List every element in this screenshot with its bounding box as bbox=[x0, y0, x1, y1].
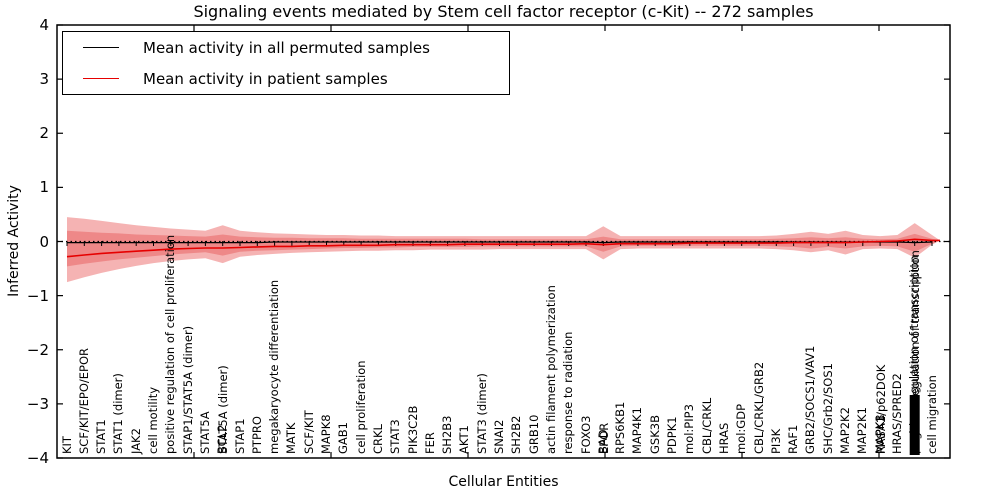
x-tick-label: SCF/KIT bbox=[301, 410, 316, 454]
x-tick-label: SCF/KIT/EPO/EPOR bbox=[76, 347, 91, 454]
x-tick-label: CRKL bbox=[370, 424, 385, 454]
x-tick-label: JAK2 bbox=[128, 428, 143, 454]
legend: Mean activity in all permuted samples Me… bbox=[62, 31, 510, 95]
x-tick-label: STAT1 bbox=[94, 419, 109, 454]
series-line-patient bbox=[66, 238, 940, 258]
x-tick-label: STAT3 (dimer) bbox=[474, 373, 489, 454]
x-tick-label: PIK3C2B bbox=[405, 405, 420, 454]
legend-line-sample-black bbox=[83, 47, 119, 48]
x-tick-label: SH2B3 bbox=[440, 415, 455, 454]
x-tick-label: AKT1 bbox=[457, 425, 472, 454]
x-tick-label: mol:PIP3 bbox=[682, 404, 697, 454]
y-tick-label: 1 bbox=[39, 178, 49, 197]
x-tick-label: cell migration bbox=[924, 375, 939, 454]
x-tick-label: KIT bbox=[59, 436, 74, 454]
x-tick-label: response to radiation bbox=[561, 331, 576, 454]
x-tick-label: PI3K bbox=[768, 428, 783, 454]
y-tick-label: −1 bbox=[26, 286, 49, 305]
x-tick-label: STAP1 bbox=[232, 418, 247, 454]
x-tick-label: SNAI2 bbox=[492, 419, 506, 454]
x-tick-label: megakaryocyte differentiation bbox=[267, 279, 282, 454]
overlapping-labels-blob bbox=[909, 395, 920, 455]
x-tick-label: MAP4K1 bbox=[630, 407, 645, 454]
x-tick-label: FER bbox=[422, 432, 437, 454]
x-tick-label: STAT1 (dimer) bbox=[111, 373, 126, 454]
x-tick-label: GAB1 bbox=[336, 422, 351, 454]
x-axis-label: Cellular Entities bbox=[448, 474, 559, 490]
chart-title: Signaling events mediated by Stem cell f… bbox=[193, 2, 814, 21]
x-tick-label: negative regulation of transcription bbox=[908, 250, 923, 454]
x-tick-label: STAT3 bbox=[388, 419, 403, 454]
x-tick-label: RAF1 bbox=[786, 424, 801, 454]
y-tick-label: 4 bbox=[39, 16, 49, 34]
legend-item-patient: Mean activity in patient samples bbox=[63, 63, 509, 94]
band-inner bbox=[67, 230, 940, 267]
x-tick-label: EPOR bbox=[596, 422, 611, 454]
x-tick-label: actin filament polymerization bbox=[543, 285, 558, 454]
x-tick-label: PTPRO bbox=[249, 416, 264, 454]
x-tick-label: MATK bbox=[284, 422, 299, 454]
y-tick-label: −4 bbox=[26, 449, 49, 467]
legend-label: Mean activity in patient samples bbox=[143, 69, 388, 88]
x-tick-label: MAP2K2 bbox=[838, 407, 852, 454]
y-tick-label: 2 bbox=[39, 124, 49, 143]
x-tick-label: MAPK8 bbox=[319, 414, 333, 454]
x-tick-label: FOXO3 bbox=[578, 415, 593, 454]
x-tick-label: GRB2/SOCS1/VAV1 bbox=[803, 345, 818, 454]
legend-item-permuted: Mean activity in all permuted samples bbox=[63, 32, 509, 63]
x-tick-label: GSK3B bbox=[647, 415, 662, 454]
x-tick-label: MAP2K1 bbox=[855, 407, 870, 454]
x-tick-label: HRAS/SPRED2 bbox=[889, 373, 904, 454]
x-tick-label: RPS6KB1 bbox=[613, 401, 628, 454]
x-tick-label: STAT5A (dimer) bbox=[216, 365, 231, 454]
x-tick-label: STAP1/STAT5A (dimer) bbox=[180, 325, 195, 454]
x-tick-label: SH2B2 bbox=[509, 415, 524, 454]
legend-label: Mean activity in all permuted samples bbox=[143, 38, 430, 57]
x-tick-label: CBL/CRKL/GRB2 bbox=[751, 361, 766, 454]
x-tick-label: SHC/Grb2/SOS1 bbox=[820, 363, 835, 454]
y-tick-label: −3 bbox=[26, 394, 49, 413]
x-tick-label: cell proliferation bbox=[353, 360, 368, 454]
y-tick-label: 0 bbox=[39, 232, 49, 251]
x-tick-label: PDPK1 bbox=[665, 416, 679, 454]
x-tick-label: STAT5A bbox=[197, 411, 212, 454]
y-tick-label: 3 bbox=[39, 70, 49, 89]
y-tick-label: −2 bbox=[26, 340, 49, 359]
legend-line-sample-red bbox=[83, 78, 119, 79]
x-tick-label: GRB10 bbox=[526, 414, 541, 454]
x-tick-label: mol:GDP bbox=[734, 403, 749, 454]
x-tick-label: CBL/CRKL bbox=[699, 397, 714, 454]
x-tick-label: HRAS bbox=[716, 422, 731, 454]
x-tick-label: positive regulation of cell proliferatio… bbox=[163, 234, 178, 454]
x-tick-label: RASA1/p62DOK bbox=[873, 364, 888, 454]
x-tick-label: cell motility bbox=[146, 386, 160, 454]
